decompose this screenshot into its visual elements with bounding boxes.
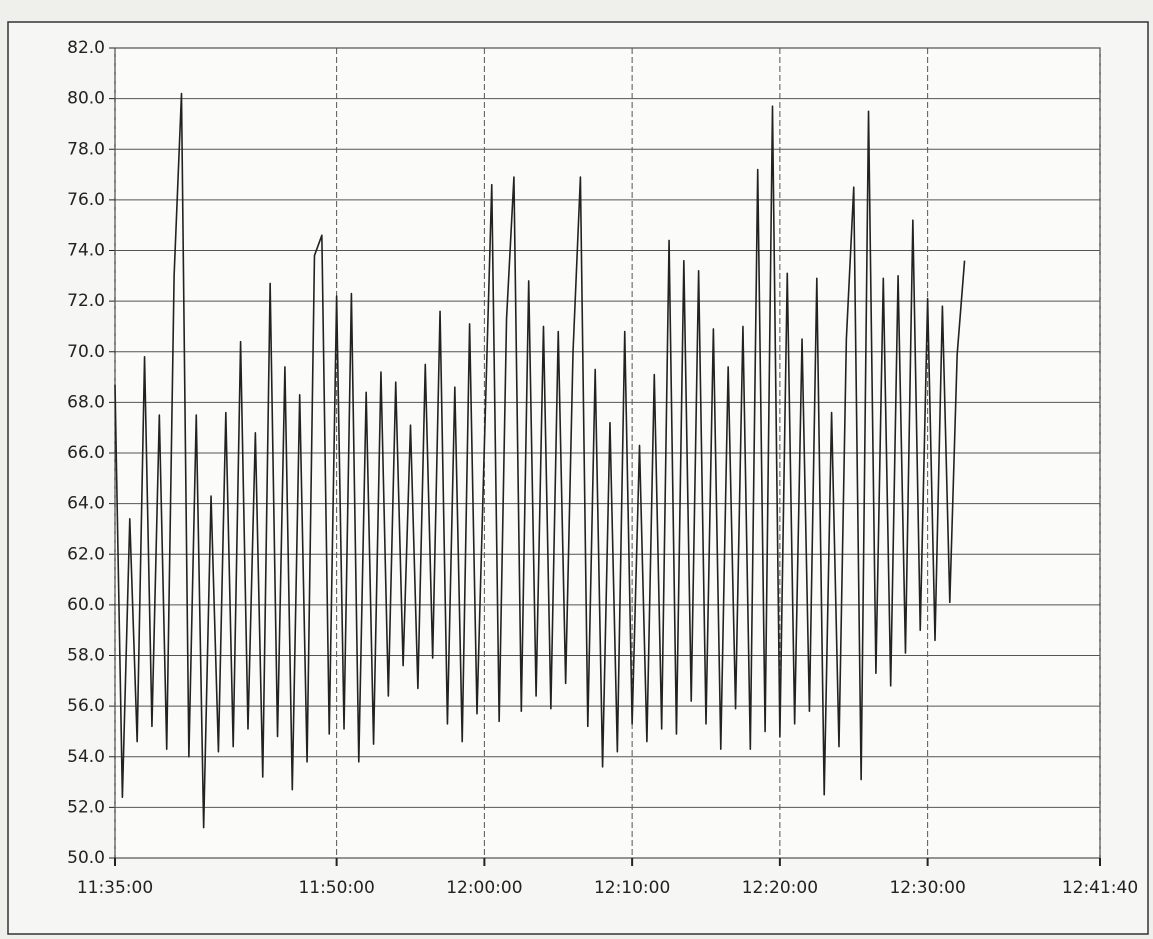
y-tick-label: 80.0 xyxy=(67,89,105,109)
x-tick-label: 11:35:00 xyxy=(77,878,153,898)
data-line xyxy=(114,92,966,829)
y-tick-label: 60.0 xyxy=(67,595,105,615)
y-tick-label: 78.0 xyxy=(67,139,105,159)
y-tick-label: 58.0 xyxy=(67,646,105,666)
y-tick-label: 68.0 xyxy=(67,392,105,412)
x-tick-label: 12:10:00 xyxy=(594,878,670,898)
x-tick-label: 11:50:00 xyxy=(298,878,374,898)
x-tick-label: 12:30:00 xyxy=(889,878,965,898)
y-tick-label: 82.0 xyxy=(67,38,105,58)
y-tick-label: 64.0 xyxy=(67,494,105,514)
y-tick-label: 50.0 xyxy=(67,848,105,868)
y-tick-label: 74.0 xyxy=(67,241,105,261)
y-tick-label: 66.0 xyxy=(67,443,105,463)
y-tick-label: 56.0 xyxy=(67,696,105,716)
y-tick-label: 62.0 xyxy=(67,544,105,564)
y-tick-label: 54.0 xyxy=(67,747,105,767)
y-tick-label: 70.0 xyxy=(67,342,105,362)
y-tick-label: 72.0 xyxy=(67,291,105,311)
x-tick-label: 12:20:00 xyxy=(742,878,818,898)
y-tick-label: 76.0 xyxy=(67,190,105,210)
x-tick-label: 12:41:40 xyxy=(1062,878,1138,898)
x-tick-label: 12:00:00 xyxy=(446,878,522,898)
y-tick-label: 52.0 xyxy=(67,797,105,817)
